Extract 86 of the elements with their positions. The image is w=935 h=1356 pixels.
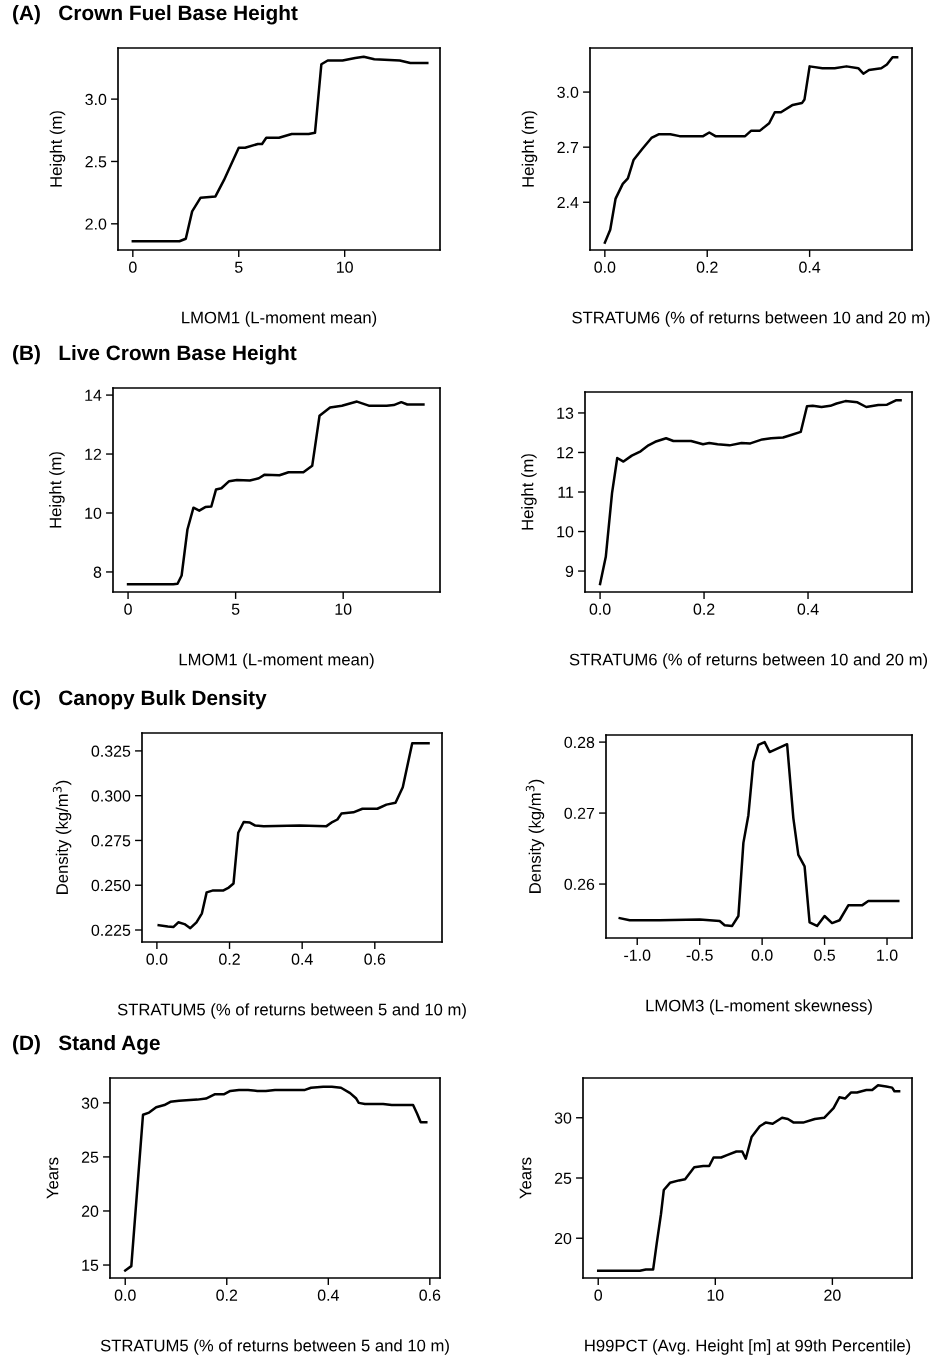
x-tick-label: 20 bbox=[824, 1289, 841, 1301]
y-tick-label: 3.0 bbox=[557, 86, 579, 99]
y-tick-label: 0.27 bbox=[564, 807, 595, 820]
x-tick-label: 0.0 bbox=[589, 603, 611, 615]
x-tick-label: 0.0 bbox=[146, 953, 168, 965]
y-tick-label: 9 bbox=[565, 565, 574, 577]
chart-title: (D) Stand Age bbox=[13, 1034, 160, 1055]
y-tick-label: 0.225 bbox=[91, 924, 131, 936]
y-tick-label: 25 bbox=[554, 1172, 572, 1184]
x-tick-label: 0 bbox=[129, 261, 137, 273]
y-tick-label: 2.4 bbox=[557, 196, 579, 209]
y-tick-label: 20 bbox=[554, 1232, 572, 1245]
y-tick-label: 25 bbox=[81, 1151, 99, 1163]
x-tick-label: 0.6 bbox=[364, 953, 386, 965]
y-axis-title: Density (kg/m$^{3}$) bbox=[52, 780, 72, 894]
line-series bbox=[603, 55, 899, 244]
x-tick-label: 0.6 bbox=[419, 1289, 441, 1301]
y-tick-label: 13 bbox=[557, 407, 574, 419]
y-axis-title: Height (m) bbox=[49, 111, 66, 187]
x-tick-label: 0 bbox=[124, 603, 132, 615]
x-tick-label: 10 bbox=[335, 603, 352, 615]
y-tick-label: 0.300 bbox=[91, 790, 131, 802]
y-tick-label: 20 bbox=[81, 1205, 99, 1217]
x-tick-label: 5 bbox=[231, 603, 240, 615]
y-tick-label: 0.275 bbox=[91, 835, 131, 847]
chart-title: (C) Canopy Bulk Density bbox=[13, 689, 267, 710]
x-tick-label: 5 bbox=[234, 261, 243, 273]
x-tick-label: 0 bbox=[594, 1289, 603, 1301]
y-axis-title: Years bbox=[46, 1157, 59, 1199]
y-tick-label: 2.0 bbox=[85, 218, 107, 230]
x-axis-title: H99PCT (Avg. Height [m] at 99th Percentile) bbox=[585, 1339, 911, 1355]
line-series bbox=[123, 1085, 428, 1272]
y-axis-title: Height (m) bbox=[521, 454, 537, 530]
y-axis-title: Height (m) bbox=[521, 111, 538, 187]
chart-title: (B) Live Crown Base Height bbox=[13, 344, 297, 365]
x-tick-label: 0.4 bbox=[799, 261, 821, 273]
y-tick-label: 10 bbox=[85, 507, 102, 519]
line-series bbox=[598, 399, 902, 586]
x-tick-label: 0.4 bbox=[797, 603, 819, 615]
y-axis-title: Density (kg/m$^{3}$) bbox=[525, 779, 545, 893]
x-tick-label: 0.0 bbox=[594, 261, 616, 273]
y-axis-title: Years bbox=[519, 1157, 532, 1199]
x-tick-label: 0.2 bbox=[696, 261, 718, 273]
x-tick-label: 10 bbox=[337, 261, 353, 273]
y-tick-label: 11 bbox=[558, 486, 574, 498]
y-tick-label: 3.0 bbox=[85, 93, 107, 106]
y-tick-label: 0.26 bbox=[564, 878, 595, 890]
y-tick-label: 30 bbox=[81, 1097, 99, 1109]
x-tick-label: 0.0 bbox=[751, 949, 773, 961]
x-tick-label: 10 bbox=[707, 1289, 724, 1301]
y-tick-label: 30 bbox=[554, 1112, 572, 1124]
y-tick-label: 0.250 bbox=[91, 879, 131, 892]
y-tick-label: 14 bbox=[85, 389, 102, 401]
x-tick-label: 0.2 bbox=[693, 603, 715, 615]
y-tick-label: 2.7 bbox=[557, 141, 579, 153]
y-axis-title: Height (m) bbox=[49, 452, 65, 528]
x-tick-label: 0.2 bbox=[219, 953, 240, 965]
y-tick-label: 2.5 bbox=[85, 156, 107, 168]
x-tick-label: 0.2 bbox=[216, 1289, 238, 1301]
chart-title: (A) Crown Fuel Base Height bbox=[13, 4, 298, 25]
x-tick-label: 0.4 bbox=[317, 1289, 339, 1301]
line-series bbox=[131, 55, 429, 243]
y-tick-label: 12 bbox=[85, 448, 102, 460]
y-tick-label: 10 bbox=[557, 526, 574, 538]
y-tick-label: 12 bbox=[557, 447, 574, 459]
x-tick-label: -1.0 bbox=[624, 949, 651, 961]
x-axis-title: STRATUM5 (% of returns between 5 and 10 m) bbox=[100, 1339, 449, 1355]
line-series bbox=[596, 1083, 901, 1273]
x-axis-title: LMOM3 (L-moment skewness) bbox=[646, 999, 872, 1015]
y-tick-label: 15 bbox=[82, 1259, 99, 1271]
y-tick-label: 0.28 bbox=[564, 736, 595, 749]
line-series bbox=[157, 741, 430, 930]
x-axis-title: STRATUM6 (% of returns between 10 and 20 m) bbox=[572, 311, 930, 327]
x-tick-label: 0.4 bbox=[291, 953, 313, 965]
x-axis-title: STRATUM6 (% of returns between 10 and 20 m) bbox=[569, 653, 928, 669]
x-tick-label: 0.0 bbox=[114, 1289, 136, 1301]
x-tick-label: 0.5 bbox=[814, 949, 835, 961]
x-tick-label: -0.5 bbox=[686, 949, 713, 961]
x-tick-label: 1.0 bbox=[877, 949, 898, 961]
y-tick-label: 8 bbox=[93, 566, 102, 578]
line-series bbox=[618, 740, 900, 928]
y-tick-label: 0.325 bbox=[91, 745, 131, 757]
x-axis-title: STRATUM5 (% of returns between 5 and 10 m) bbox=[117, 1003, 466, 1019]
line-series bbox=[126, 400, 425, 586]
x-axis-title: LMOM1 (L-moment mean) bbox=[179, 653, 374, 669]
x-axis-title: LMOM1 (L-moment mean) bbox=[182, 311, 377, 327]
